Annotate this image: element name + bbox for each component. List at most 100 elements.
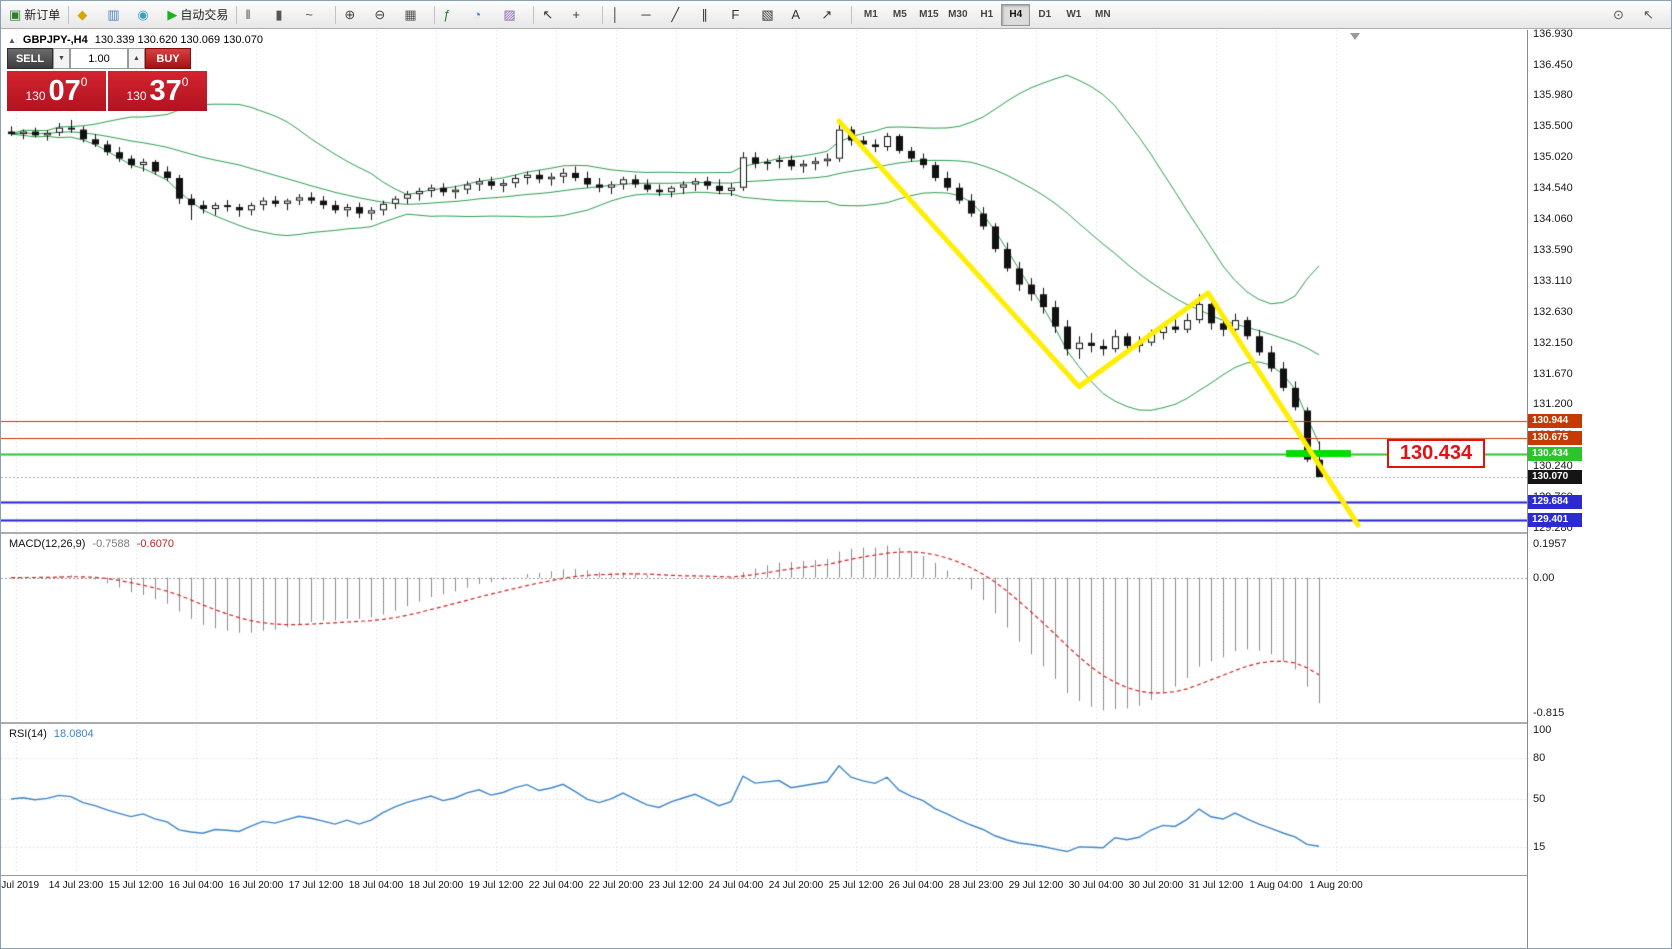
timeframe-button-d1[interactable]: D1	[1038, 9, 1052, 20]
timeframe-button-h4[interactable]: H4	[1001, 3, 1031, 26]
line-chart-icon: ~	[305, 7, 313, 22]
shapes-icon: ▧	[761, 7, 774, 22]
rsi-value: 18.0804	[53, 728, 94, 740]
toolbar-separator	[602, 5, 604, 24]
oneclick-collapse-button[interactable]: ▲	[8, 35, 16, 45]
price-scale-label: 134.060	[1533, 213, 1573, 226]
timeframe-button-h1[interactable]: H1	[980, 9, 994, 20]
macd-main-value: -0.7588	[92, 538, 130, 550]
one-click-trading-panel: SELL ▼ ▲ BUY 130 07 0 130 37 0	[7, 48, 207, 111]
toolbar: ▣ 新订单 ◆ ▥ ◉ ▶ 自动交易 ‖ ▮ ~ ⊕ ⊖ ▦ ƒ ◔ ▨ ↖ + │ ─ ╱ ∥ F ▧ A ↗ M1 M5 M15 M3…	[1, 1, 1671, 29]
price-scale-label: 136.450	[1533, 58, 1573, 71]
sell-button[interactable]: SELL	[7, 48, 53, 69]
price-scale-label: 131.200	[1533, 398, 1573, 411]
rsi-indicator-label: RSI(14) 18.0804	[9, 728, 94, 740]
price-axis: 136.930 136.450 135.980 135.500 135.020 134.5…	[1527, 28, 1671, 948]
periods-icon[interactable]: ◔	[469, 3, 499, 27]
zoom-in-icon[interactable]: ⊕	[340, 3, 370, 27]
time-scale-label: 24 Jul 20:00	[768, 880, 824, 891]
price-scale-label: 134.540	[1533, 182, 1573, 195]
market-watch-icon: ▥	[107, 7, 120, 22]
price-badge-130.944: 130.944	[1528, 413, 1582, 428]
time-scale-label: 15 Jul 12:00	[108, 880, 164, 891]
time-scale-label: 18 Jul 04:00	[348, 880, 404, 891]
periods-icon: ◔	[473, 7, 482, 22]
shapes-icon[interactable]: ▧	[757, 3, 787, 27]
autotrading-button[interactable]: ▶ 自动交易	[163, 3, 232, 27]
buy-price-button[interactable]: 130 37 0	[108, 71, 207, 111]
indicators-icon[interactable]: ƒ	[439, 3, 469, 27]
trendline-icon[interactable]: ╱	[667, 3, 697, 27]
price-badge-129.684: 129.684	[1528, 494, 1582, 509]
timeframe-button-m30[interactable]: M30	[948, 9, 968, 20]
timeframe-button-w1[interactable]: W1	[1066, 9, 1082, 20]
zoom-out-icon[interactable]: ⊖	[370, 3, 400, 27]
time-scale-label: 29 Jul 12:00	[1008, 880, 1064, 891]
price-callout[interactable]: 130.434	[1387, 439, 1485, 468]
horizontal-line-icon[interactable]: ─	[637, 3, 667, 27]
toolbar-separator	[68, 5, 70, 24]
time-scale-label: 22 Jul 04:00	[528, 880, 584, 891]
volume-input[interactable]	[70, 48, 128, 69]
vertical-line-icon[interactable]: │	[607, 3, 637, 27]
equidistant-channel-icon[interactable]: ∥	[697, 3, 727, 27]
line-chart-icon[interactable]: ~	[301, 3, 331, 27]
fibonacci-icon[interactable]: F	[727, 3, 757, 27]
indicators-icon: ƒ	[443, 7, 451, 22]
timeframe-button-m1[interactable]: M1	[863, 9, 878, 20]
crosshair-icon[interactable]: +	[568, 3, 598, 27]
toolbar-separator	[236, 5, 238, 24]
navigator-icon: ◉	[137, 7, 149, 22]
pane-separator-macd[interactable]	[1, 532, 1527, 534]
time-scale-label: 16 Jul 20:00	[228, 880, 284, 891]
timeframe-button-mn[interactable]: MN	[1095, 9, 1111, 20]
volume-increase-button[interactable]: ▲	[128, 48, 145, 69]
time-scale-label: 17 Jul 12:00	[288, 880, 344, 891]
candlestick-chart-icon[interactable]: ▮	[271, 3, 301, 27]
time-scale-label: 25 Jul 12:00	[828, 880, 884, 891]
price-scale-label: 131.670	[1533, 367, 1573, 380]
price-scale-label: 135.980	[1533, 89, 1573, 102]
time-scale-label: 23 Jul 12:00	[648, 880, 704, 891]
new-order-button[interactable]: ▣ 新订单	[5, 3, 64, 27]
cursor-icon[interactable]: ↖	[538, 3, 568, 27]
buy-price-sup: 0	[181, 75, 189, 89]
pane-separator-rsi[interactable]	[1, 722, 1527, 724]
templates-icon[interactable]: ▨	[499, 3, 529, 27]
vertical-line-icon: │	[611, 7, 620, 22]
sell-price-button[interactable]: 130 07 0	[7, 71, 106, 111]
arrows-icon: ↗	[821, 7, 833, 22]
candlestick-chart-icon: ▮	[275, 7, 283, 22]
navigator-icon[interactable]: ◉	[133, 3, 163, 27]
volume-decrease-button[interactable]: ▼	[53, 48, 70, 69]
buy-button[interactable]: BUY	[145, 48, 191, 69]
timeframe-button-m5[interactable]: M5	[892, 9, 907, 20]
price-scale-label: 130.240	[1533, 460, 1573, 473]
chart-canvas[interactable]	[1, 30, 1527, 875]
buy-price-big: 37	[149, 74, 182, 107]
chart-shift-marker[interactable]	[1350, 33, 1360, 40]
time-scale-label: 1 Aug 20:00	[1309, 880, 1363, 891]
time-scale-label: 2 Jul 2019	[1, 880, 40, 891]
select-cursor-icon[interactable]: ↖	[1639, 3, 1669, 27]
price-scale-label: 135.020	[1533, 151, 1573, 164]
autotrading-icon: ▶	[167, 7, 178, 22]
time-scale-label: 18 Jul 20:00	[408, 880, 464, 891]
price-badge-130.070: 130.070	[1528, 470, 1582, 485]
text-icon[interactable]: A	[787, 3, 817, 27]
price-badge-130.434: 130.434	[1528, 446, 1582, 461]
market-watch-icon[interactable]: ▥	[103, 3, 133, 27]
tile-windows-icon[interactable]: ▦	[400, 3, 430, 27]
templates-icon: ▨	[503, 7, 516, 22]
macd-title: MACD(12,26,9)	[9, 538, 86, 550]
timeframe-button-m15[interactable]: M15	[919, 9, 939, 20]
favorites-icon[interactable]: ◆	[73, 3, 103, 27]
arrows-icon[interactable]: ↗	[817, 3, 847, 27]
rsi-scale-label: 15	[1533, 841, 1546, 854]
time-scale-label: 28 Jul 23:00	[948, 880, 1004, 891]
toolbar-separator	[335, 5, 337, 24]
crosshair-icon: +	[572, 7, 580, 22]
search-icon[interactable]: ⊙	[1609, 3, 1639, 27]
bar-chart-icon[interactable]: ‖	[241, 3, 271, 27]
toolbar-separator	[533, 5, 535, 24]
